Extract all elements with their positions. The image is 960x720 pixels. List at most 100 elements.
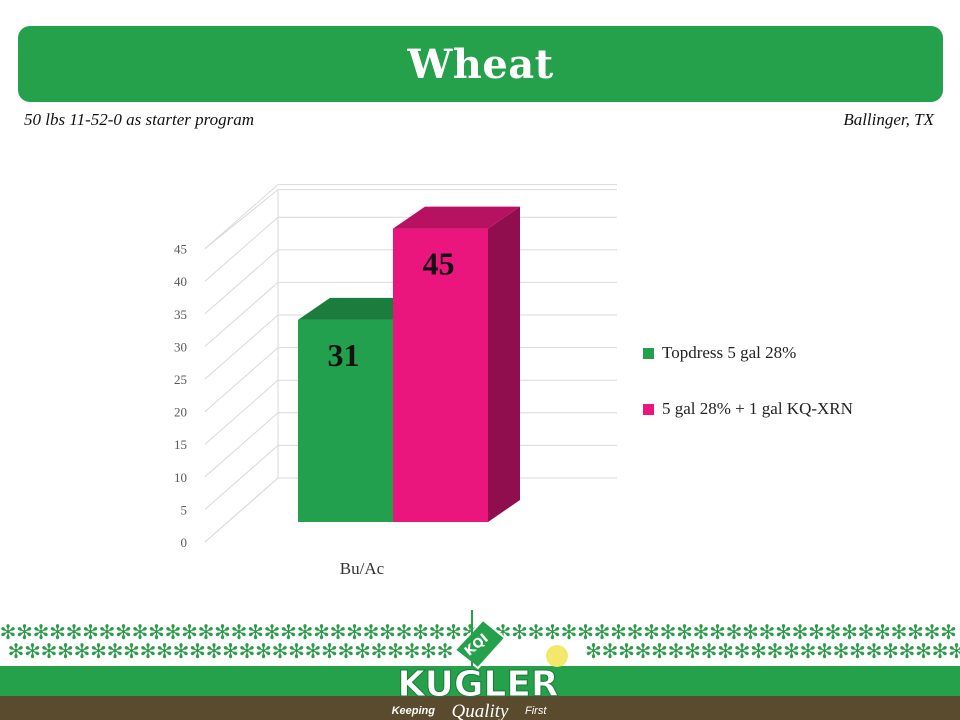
- bar-front: [298, 319, 393, 522]
- star-decoration: ✻: [132, 620, 149, 644]
- tagline-first: First: [525, 705, 547, 717]
- star-decoration: ✻: [816, 639, 833, 663]
- star-decoration: ✻: [709, 620, 726, 644]
- star-decoration: ✻: [33, 620, 50, 644]
- star-decoration: ✻: [363, 620, 380, 644]
- bar-side: [488, 206, 520, 522]
- star-decoration: ✻: [742, 620, 759, 644]
- star-decoration: ✻: [41, 639, 58, 663]
- star-decoration: ✻: [726, 620, 743, 644]
- star-decoration: ✻: [792, 620, 809, 644]
- y-tick-label: 5: [181, 502, 188, 517]
- y-tick-label: 25: [174, 372, 187, 387]
- star-decoration: ✻: [189, 639, 206, 663]
- y-tick-label: 15: [174, 437, 187, 452]
- page-title: Wheat: [407, 40, 554, 88]
- footer-brown-band: [0, 696, 960, 720]
- star-decoration: ✻: [858, 620, 875, 644]
- sun-icon: [546, 645, 568, 667]
- star-decoration: ✻: [907, 620, 924, 644]
- star-decoration: ✻: [948, 639, 960, 663]
- star-decoration: ✻: [231, 620, 248, 644]
- star-decoration: ✻: [115, 620, 132, 644]
- bar-front: [393, 228, 488, 522]
- star-decoration: ✻: [90, 639, 107, 663]
- y-tick-label: 10: [174, 470, 187, 485]
- star-decoration: ✻: [57, 639, 74, 663]
- legend-item-kq-xrn: 5 gal 28% + 1 gal KQ-XRN: [643, 394, 853, 424]
- star-decoration: ✻: [660, 620, 677, 644]
- star-decoration: ✻: [924, 620, 941, 644]
- star-decoration: ✻: [288, 639, 305, 663]
- star-decoration: ✻: [206, 639, 223, 663]
- legend-item-topdress: Topdress 5 gal 28%: [643, 338, 853, 368]
- star-decoration: ✻: [783, 639, 800, 663]
- star-decoration: ✻: [775, 620, 792, 644]
- star-border-decoration: ✻ ✻ ✻ ✻ ✻ ✻ ✻ ✻ ✻ ✻ ✻ ✻ ✻ ✻ ✻ ✻ ✻ ✻ ✻ ✻ ✻ ✻ ✻ ✻ ✻ ✻ ✻ ✻ ✻ ✻ ✻ ✻ ✻ ✻ ✻ ✻ ✻ ✻ ✻ ✻…: [0, 620, 960, 663]
- star-decoration: ✻: [239, 639, 256, 663]
- star-decoration: ✻: [849, 639, 866, 663]
- star-decoration: ✻: [750, 639, 767, 663]
- star-decoration: ✻: [734, 639, 751, 663]
- star-decoration: ✻: [297, 620, 314, 644]
- star-decoration: ✻: [643, 620, 660, 644]
- star-decoration: ✻: [387, 639, 404, 663]
- bar-value-label: 45: [423, 246, 455, 282]
- star-decoration: ✻: [379, 620, 396, 644]
- star-decoration: ✻: [330, 620, 347, 644]
- star-decoration: ✻: [313, 620, 330, 644]
- star-decoration: ✻: [684, 639, 701, 663]
- star-decoration: ✻: [396, 620, 413, 644]
- star-decoration: ✻: [585, 639, 602, 663]
- star-decoration: ✻: [437, 639, 454, 663]
- star-decoration: ✻: [429, 620, 446, 644]
- legend-swatch-topdress: [643, 347, 654, 359]
- star-decoration: ✻: [173, 639, 190, 663]
- star-decoration: ✻: [338, 639, 355, 663]
- star-decoration: ✻: [198, 620, 215, 644]
- star-decoration: ✻: [635, 639, 652, 663]
- star-decoration: ✻: [932, 639, 949, 663]
- star-decoration: ✻: [82, 620, 99, 644]
- star-decoration: ✻: [305, 639, 322, 663]
- legend-label-topdress: Topdress 5 gal 28%: [662, 343, 797, 362]
- star-decoration: ✻: [16, 620, 33, 644]
- star-decoration: ✻: [825, 620, 842, 644]
- star-decoration: ✻: [222, 639, 239, 663]
- gridline-top: [204, 189, 617, 249]
- star-decoration: ✻: [676, 620, 693, 644]
- star-decoration: ✻: [412, 620, 429, 644]
- y-tick-label: 45: [174, 242, 187, 257]
- star-decoration: ✻: [354, 639, 371, 663]
- star-decoration: ✻: [577, 620, 594, 644]
- star-decoration: ✻: [891, 620, 908, 644]
- star-decoration: ✻: [346, 620, 363, 644]
- star-decoration: ✻: [808, 620, 825, 644]
- star-decoration: ✻: [915, 639, 932, 663]
- star-decoration: ✻: [800, 639, 817, 663]
- star-decoration: ✻: [140, 639, 157, 663]
- star-decoration: ✻: [668, 639, 685, 663]
- star-decoration: ✻: [123, 639, 140, 663]
- star-decoration: ✻: [882, 639, 899, 663]
- star-decoration: ✻: [874, 620, 891, 644]
- star-decoration: ✻: [511, 620, 528, 644]
- star-decoration: ✻: [107, 639, 124, 663]
- star-decoration: ✻: [66, 620, 83, 644]
- star-decoration: ✻: [214, 620, 231, 644]
- star-decoration: ✻: [255, 639, 272, 663]
- title-bar: Wheat: [18, 26, 943, 102]
- star-decoration: ✻: [49, 620, 66, 644]
- star-decoration: ✻: [899, 639, 916, 663]
- x-category-label: Bu/Ac: [340, 559, 385, 578]
- star-decoration: ✻: [0, 620, 16, 644]
- kugler-wordmark: KUGLER: [397, 664, 558, 705]
- star-decoration: ✻: [833, 639, 850, 663]
- star-decoration: ✻: [841, 620, 858, 644]
- y-tick-label: 35: [174, 307, 187, 322]
- bar-top: [393, 206, 520, 229]
- star-decoration: ✻: [272, 639, 289, 663]
- star-decoration: ✻: [181, 620, 198, 644]
- star-decoration: ✻: [940, 620, 957, 644]
- star-decoration: ✻: [602, 639, 619, 663]
